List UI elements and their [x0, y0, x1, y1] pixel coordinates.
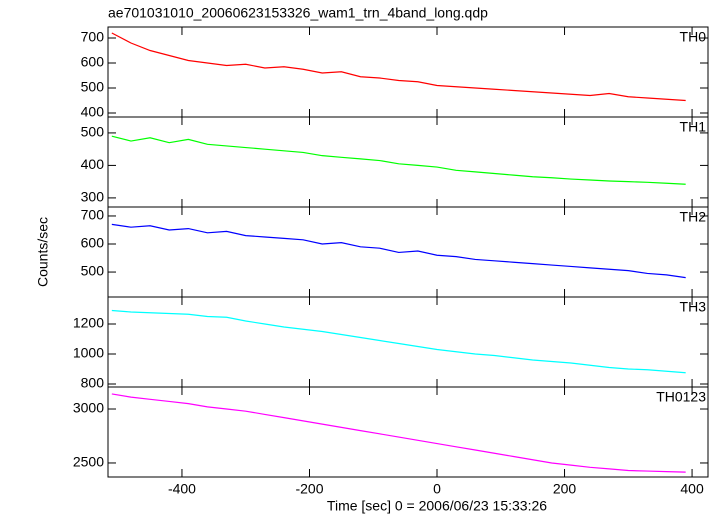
y-tick-label: 800 [81, 375, 105, 391]
y-tick-label: 3000 [73, 400, 104, 416]
y-tick-label: 1000 [73, 345, 104, 361]
panel-frame [107, 296, 709, 388]
y-tick-label: 1200 [73, 315, 104, 331]
data-line [111, 393, 686, 473]
x-tick-label: 400 [680, 481, 704, 497]
y-tick-label: 500 [81, 79, 105, 95]
panel-frame [107, 116, 709, 208]
x-tick-label: 0 [433, 481, 441, 497]
y-tick-label: 300 [81, 189, 105, 205]
data-line [111, 223, 686, 279]
panel-frame [107, 26, 709, 118]
y-tick-label: 600 [81, 235, 105, 251]
data-line [111, 309, 686, 374]
x-tick-label: -200 [295, 481, 323, 497]
y-tick-label: 700 [81, 29, 105, 45]
panel-label: TH0123 [656, 389, 706, 405]
x-tick-label: 200 [553, 481, 577, 497]
y-tick-label: 500 [81, 263, 105, 279]
y-tick-label: 500 [81, 124, 105, 140]
panel-label: TH2 [680, 209, 707, 225]
y-tick-label: 2500 [73, 454, 104, 470]
panel-label: TH3 [680, 299, 707, 315]
data-line [111, 135, 686, 185]
y-tick-label: 600 [81, 54, 105, 70]
y-tick-label: 400 [81, 104, 105, 120]
chart-title: ae701031010_20060623153326_wam1_trn_4ban… [108, 5, 488, 21]
x-axis-label: Time [sec] 0 = 2006/06/23 15:33:26 [327, 498, 547, 514]
data-line [111, 32, 686, 102]
panel-frame [107, 386, 709, 478]
y-tick-label: 400 [81, 156, 105, 172]
panel-label: TH1 [680, 119, 707, 135]
y-axis-label: Counts/sec [35, 217, 51, 287]
y-tick-label: 700 [81, 207, 105, 223]
panel-label: TH0 [680, 29, 707, 45]
x-tick-label: -400 [168, 481, 196, 497]
